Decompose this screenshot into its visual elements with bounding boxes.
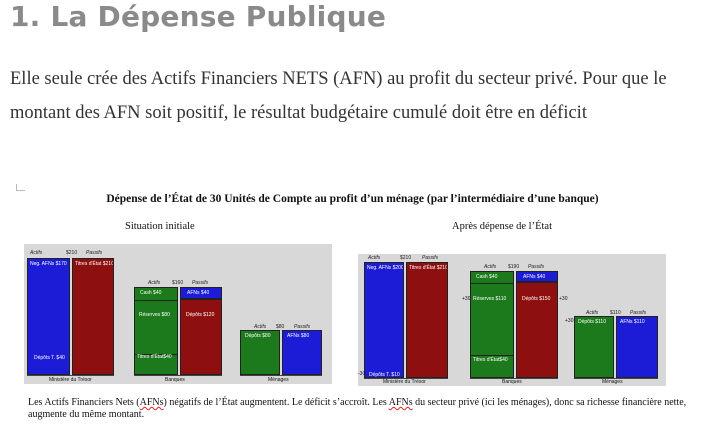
banks-reserves-label-after: Réserves $110 xyxy=(473,296,507,302)
treasury-assets-bar-after: Neg. AFNs $200 Dépôts T. $10 xyxy=(364,262,404,378)
treasury-baseline xyxy=(27,375,114,376)
households-assets-header-after: Actifs xyxy=(586,310,599,316)
banks-reserves-label: Réserves $80 xyxy=(139,312,170,318)
banks-cash-label: Cash $40 xyxy=(140,290,162,296)
households-liab-header: Passifs xyxy=(294,324,311,330)
figure-caption: Les Actifs Financiers Nets (AFNs) négati… xyxy=(28,397,698,421)
caption-part-1: Les Actifs Financiers Nets ( xyxy=(28,397,140,408)
households-assets-header: Actifs xyxy=(254,324,267,330)
banks-assets-bar-after: Cash $40 Réserves $110 Titres d'État$40 xyxy=(470,271,514,378)
treasury-label-after: Ministère du Trésor xyxy=(383,379,426,385)
treasury-titles-label-after: Titres d'État $210 xyxy=(409,265,448,271)
banks-cash-segment-after xyxy=(471,272,513,284)
treasury-neg-afn-label-after: Neg. AFNs $200 xyxy=(367,265,404,271)
banks-assets-header: Actifs xyxy=(148,280,161,286)
treasury-deposits-label-after: Dépôts T. $10 xyxy=(369,372,400,378)
households-deposits-label: Dépôts $80 xyxy=(245,333,271,339)
banks-afn-label-after: AFNs $40 xyxy=(523,274,546,280)
treasury-liab-header-after: Passifs xyxy=(422,255,439,261)
treasury-label: Ministère du Trésor xyxy=(49,377,92,383)
right-balance-sheets-panel: Actifs $210 Passifs Neg. AFNs $200 Dépôt… xyxy=(358,254,666,386)
treasury-assets-bar: Neg. AFNs $170 Dépôts T. $40 xyxy=(27,258,70,375)
section-heading: 1. La Dépense Publique xyxy=(10,0,387,33)
banks-deposits-label: Dépôts $120 xyxy=(186,312,215,318)
households-label-after: Ménages xyxy=(602,379,623,385)
caption-afn-term: AFNs xyxy=(388,397,413,408)
right-subtitle: Après dépense de l’État xyxy=(452,221,553,232)
households-liab-header-after: Passifs xyxy=(630,310,647,316)
banks-afn-label: AFNs $40 xyxy=(187,290,210,296)
banks-cash-segment xyxy=(135,288,177,301)
banks-titles-divider-after xyxy=(471,355,513,356)
banks-delta-right: +30 xyxy=(559,296,568,302)
treasury-assets-header-after: Actifs xyxy=(368,255,381,261)
banks-deposits-bar-after: Dépôts $150 xyxy=(516,282,558,378)
treasury-total: $210 xyxy=(66,250,78,256)
treasury-total-after: $210 xyxy=(400,255,412,261)
banks-liab-header-after: Passifs xyxy=(528,264,545,270)
banks-deposits-label-after: Dépôts $150 xyxy=(522,296,551,302)
banks-assets-header-after: Actifs xyxy=(484,264,497,270)
households-afn-bar: AFNs $80 xyxy=(282,330,322,375)
households-afn-label-after: AFNs $110 xyxy=(620,319,645,325)
households-label: Ménages xyxy=(268,377,289,383)
left-balance-sheets-panel: Actifs $210 Passifs Neg. AFNs $170 Dépôt… xyxy=(24,244,332,384)
households-total-after: $110 xyxy=(610,310,621,316)
banks-baseline xyxy=(134,375,222,376)
banks-label-after: Banques xyxy=(502,379,522,385)
treasury-liabilities-bar: Titres d'État $210 xyxy=(72,258,114,375)
left-subtitle: Situation initiale xyxy=(125,221,195,232)
figure-anchor-icon xyxy=(16,184,25,191)
households-delta: +30 xyxy=(565,318,574,324)
banks-afn-bar: AFNs $40 xyxy=(180,287,222,299)
households-baseline-after xyxy=(574,378,658,379)
treasury-assets-header: Actifs xyxy=(30,250,43,256)
banks-total: $160 xyxy=(172,280,184,286)
treasury-delta: -30 xyxy=(358,371,366,377)
banks-liab-header: Passifs xyxy=(192,280,209,286)
banks-delta-left: +30 xyxy=(462,296,471,302)
banks-titles-label-after: Titres d'État$40 xyxy=(473,357,508,363)
banks-assets-bar: Cash $40 Réserves $80 Titres d'État$40 xyxy=(134,287,178,375)
intro-paragraph: Elle seule crée des Actifs Financiers NE… xyxy=(10,69,667,123)
households-afn-label: AFNs $80 xyxy=(287,333,310,339)
treasury-titles-label: Titres d'État $210 xyxy=(75,261,114,267)
banks-titles-label: Titres d'État$40 xyxy=(137,354,172,360)
banks-afn-bar-after: AFNs $40 xyxy=(516,271,558,282)
banks-titles-divider xyxy=(135,354,177,355)
banks-total-after: $190 xyxy=(508,264,520,270)
figure-title: Dépense de l’État de 30 Unités de Compte… xyxy=(106,193,599,205)
treasury-baseline-after xyxy=(364,378,448,379)
households-deposits-bar: Dépôts $80 xyxy=(240,330,280,375)
treasury-liabilities-bar-after: Titres d'État $210 xyxy=(406,262,448,378)
households-total: $80 xyxy=(276,324,285,330)
caption-part-3: du secteur privé (ici les ménages), donc… xyxy=(28,397,687,420)
banks-label: Banques xyxy=(165,377,185,383)
households-deposits-label-after: Dépôts $110 xyxy=(578,319,606,325)
caption-afns-term: AFNs xyxy=(139,397,164,408)
caption-part-2: ) négatifs de l’État augmentent. Le défi… xyxy=(163,397,389,408)
treasury-neg-afn-label: Neg. AFNs $170 xyxy=(30,261,67,267)
treasury-liab-header: Passifs xyxy=(86,250,103,256)
households-afn-bar-after: AFNs $110 xyxy=(616,316,658,378)
treasury-deposits-label: Dépôts T. $40 xyxy=(34,355,65,361)
households-deposits-bar-after: Dépôts $110 xyxy=(574,316,614,378)
banks-deposits-bar: Dépôts $120 xyxy=(180,299,222,375)
banks-cash-label-after: Cash $40 xyxy=(476,274,498,280)
households-baseline xyxy=(240,375,322,376)
banks-baseline-after xyxy=(470,378,558,379)
